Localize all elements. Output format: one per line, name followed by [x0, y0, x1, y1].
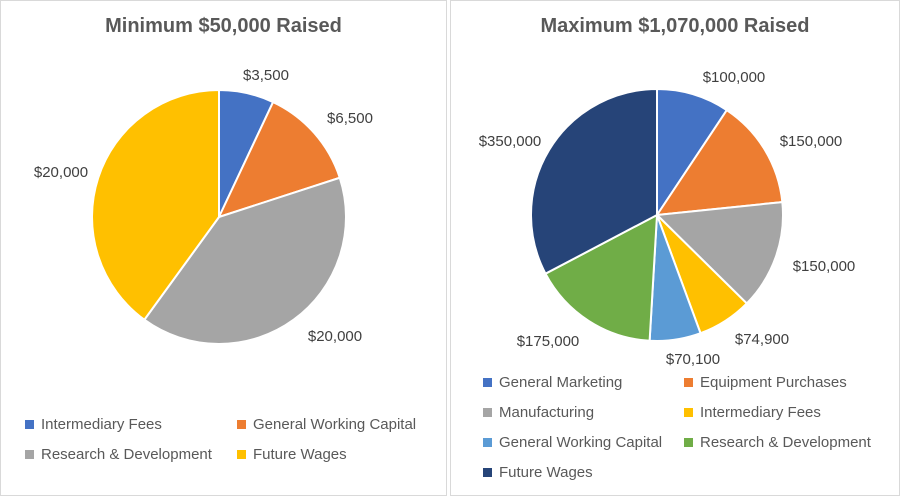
legend-label: Research & Development: [700, 433, 871, 451]
pie-slice: [91, 88, 220, 322]
legend-item: Intermediary Fees: [25, 414, 237, 434]
slice-value-label: $74,900: [735, 331, 789, 348]
legend-swatch: [684, 437, 693, 447]
legend-item: General Working Capital: [237, 414, 437, 434]
slice-value-label: $6,500: [327, 110, 373, 127]
legend-label: Intermediary Fees: [700, 403, 821, 421]
slice-value-label: $3,500: [243, 67, 289, 84]
pie-slice: [654, 200, 784, 305]
legend-swatch: [237, 419, 246, 429]
legend-item: General Marketing: [483, 372, 684, 392]
legend-swatch: [25, 419, 34, 429]
legend-label: General Working Capital: [499, 433, 663, 451]
legend-item: Intermediary Fees: [684, 402, 884, 422]
pie-slice: [654, 108, 784, 217]
legend-minimum: Intermediary Fees General Working Capital…: [25, 414, 437, 464]
legend-label: General Working Capital: [253, 415, 417, 433]
legend-label: Equipment Purchases: [700, 373, 847, 391]
slice-value-label: $70,100: [666, 351, 720, 366]
legend-label: General Marketing: [499, 373, 623, 391]
slice-value-label: $20,000: [34, 164, 88, 181]
legend-swatch: [237, 449, 246, 459]
legend-label: Intermediary Fees: [41, 415, 162, 433]
legend-item: Equipment Purchases: [684, 372, 884, 392]
legend-swatch: [483, 467, 492, 477]
chart-panel-minimum: Minimum $50,000 Raised $3,500 $6,500 $20,0…: [0, 0, 447, 496]
legend-swatch: [684, 377, 693, 387]
pie-chart-maximum: $100,000 $150,000 $150,000 $74,900 $70,100 $1…: [479, 69, 856, 366]
slice-value-label: $350,000: [479, 133, 542, 150]
legend-swatch: [483, 437, 492, 447]
pie-slice: [142, 176, 347, 345]
legend-item: Future Wages: [483, 462, 684, 482]
pie-slice: [530, 87, 658, 276]
pie-slice: [544, 213, 659, 342]
legend-item: Research & Development: [25, 444, 237, 464]
legend-maximum: General Marketing Equipment Purchases Manu…: [483, 372, 884, 482]
legend-label: Manufacturing: [499, 403, 595, 421]
chart-title: Minimum $50,000 Raised: [105, 15, 342, 37]
slice-value-label: $100,000: [703, 69, 766, 86]
pie-slice: [217, 100, 342, 219]
slice-value-label: $150,000: [793, 258, 856, 275]
legend-item: Future Wages: [237, 444, 437, 464]
legend-swatch: [483, 407, 492, 417]
chart-panel-maximum: Maximum $1,070,000 Raised $100,000 $150,0…: [450, 0, 900, 496]
legend-item: General Working Capital: [483, 432, 684, 452]
legend-swatch: [25, 449, 34, 459]
legend-item: Research & Development: [684, 432, 884, 452]
legend-label: Research & Development: [41, 445, 212, 463]
slice-value-label: $20,000: [308, 328, 362, 345]
legend-label: Future Wages: [499, 463, 593, 481]
legend-item: Manufacturing: [483, 402, 684, 422]
chart-title: Maximum $1,070,000 Raised: [540, 15, 810, 37]
legend-swatch: [684, 407, 693, 417]
pie-chart-minimum: $3,500 $6,500 $20,000 $20,000: [34, 67, 373, 345]
legend-label: Future Wages: [253, 445, 347, 463]
legend-swatch: [483, 377, 492, 387]
slice-value-label: $150,000: [780, 133, 843, 150]
slice-value-label: $175,000: [517, 333, 580, 350]
